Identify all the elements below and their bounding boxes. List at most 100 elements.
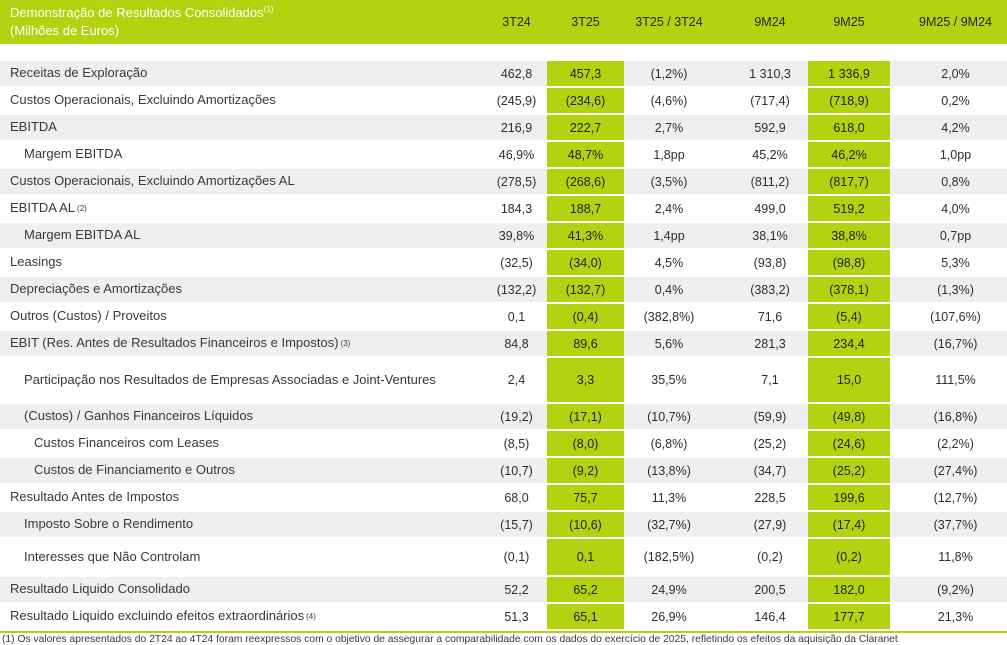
cell-3T24: (132,2) [496, 282, 537, 297]
column-header-3T25: 3T25 [571, 15, 600, 29]
cell-9M25-vs-9M24: 4,0% [941, 201, 970, 216]
cell-9M25: (817,7) [808, 169, 890, 194]
cell-9M25-vs-9M24: 111,5% [935, 373, 976, 387]
table-header: Demonstração de Resultados Consolidados(… [0, 0, 1007, 44]
table-row: EBITDA 216,9 222,7 2,7% 592,9 618,0 4,2% [0, 115, 1007, 140]
cell-9M25: 1 336,9 [808, 61, 890, 86]
footnote-ref-1: (1) [263, 5, 274, 15]
cell-9M24: 71,6 [757, 309, 783, 324]
footnote-text: (1) Os valores apresentados do 2T24 ao 4… [2, 634, 898, 645]
cell-9M25-vs-9M24: 21,3% [937, 609, 974, 624]
table-row: Leasings (32,5) (34,0) 4,5% (93,8) (98,8) 5,3% [0, 250, 1007, 275]
cell-3T24: 51,3 [504, 609, 529, 624]
table-title: Demonstração de Resultados Consolidados(… [0, 4, 468, 39]
cell-3T24: 68,0 [504, 490, 529, 505]
cell-3T25-vs-3T24: (1,2%) [650, 66, 688, 81]
table-row: Participação nos Resultados de Empresas … [0, 358, 1007, 402]
row-label: Leasings [10, 254, 63, 270]
cell-3T24: 52,2 [504, 582, 529, 597]
cell-9M25: 519,2 [808, 196, 890, 221]
table-row: Margem EBITDA 46,9% 48,7% 1,8pp 45,2% 46,2% 1,… [0, 142, 1007, 167]
cell-3T24: 2,4 [507, 373, 526, 387]
cell-3T25-vs-3T24: 35,5% [651, 373, 687, 387]
table-row: Resultado Liquido Consolidado 52,2 65,2 24,… [0, 577, 1007, 602]
column-header-9M25-vs-9M24: 9M25 / 9M24 [919, 15, 992, 29]
cell-9M24: 200,5 [754, 582, 786, 597]
cell-3T24: 0,1 [507, 309, 526, 324]
column-header-3T25-vs-3T24: 3T25 / 3T24 [635, 15, 703, 29]
row-label: Margem EBITDA AL [24, 227, 141, 243]
cell-3T25: (9,2) [547, 458, 624, 483]
cell-9M25-vs-9M24: 0,2% [941, 93, 970, 108]
cell-3T24: (15,7) [500, 517, 533, 532]
cell-3T25: (0,4) [547, 304, 624, 329]
cell-3T24: 84,8 [504, 336, 529, 351]
cell-3T25: 3,3 [547, 358, 624, 402]
cell-3T25: 0,1 [547, 539, 624, 575]
cell-9M25-vs-9M24: 0,7pp [939, 228, 972, 243]
cell-9M25-vs-9M24: (2,2%) [937, 436, 974, 451]
cell-9M25: (49,8) [808, 404, 890, 429]
table-row: Outros (Custos) / Proveitos 0,1 (0,4) (382,… [0, 304, 1007, 329]
cell-9M24: (717,4) [750, 93, 790, 108]
cell-9M25-vs-9M24: (107,6%) [930, 309, 981, 324]
cell-9M25-vs-9M24: (12,7%) [933, 490, 978, 505]
cell-3T25: (8,0) [547, 431, 624, 456]
table-row: Margem EBITDA AL 39,8% 41,3% 1,4pp 38,1% 38,8… [0, 223, 1007, 248]
table-title-line1: Demonstração de Resultados Consolidados(… [10, 4, 468, 22]
cell-3T25: 222,7 [547, 115, 624, 140]
cell-3T25: 65,2 [547, 577, 624, 602]
table-row: EBIT (Res. Antes de Resultados Financeir… [0, 331, 1007, 356]
cell-9M24: (59,9) [753, 409, 787, 424]
cell-3T25-vs-3T24: (382,8%) [643, 309, 695, 324]
cell-3T25-vs-3T24: (10,7%) [647, 409, 691, 424]
column-header-9M24: 9M24 [754, 15, 786, 29]
footnote-ref: (4) [306, 611, 316, 621]
cell-9M24: 1 310,3 [749, 66, 791, 81]
cell-3T25: 188,7 [547, 196, 624, 221]
row-label: Resultado Antes de Impostos [10, 489, 180, 505]
row-label: (Custos) / Ganhos Financeiros Líquidos [24, 408, 254, 424]
cell-9M24: (383,2) [750, 282, 790, 297]
cell-3T25: 48,7% [547, 142, 624, 167]
cell-3T25-vs-3T24: 5,6% [654, 336, 684, 351]
cell-3T25-vs-3T24: 1,4pp [653, 228, 685, 243]
cell-3T25: (132,7) [547, 277, 624, 302]
cell-9M24: 7,1 [761, 373, 779, 387]
cell-9M24: (93,8) [753, 255, 787, 270]
cell-9M25-vs-9M24: (27,4%) [933, 463, 978, 478]
row-label: Margem EBITDA [24, 146, 123, 162]
cell-3T25-vs-3T24: 26,9% [651, 609, 687, 624]
cell-9M24: 45,2% [752, 147, 788, 162]
footer-divider [0, 631, 1007, 633]
cell-9M25: 234,4 [808, 331, 890, 356]
cell-3T25: 89,6 [547, 331, 624, 356]
cell-9M25: 199,6 [808, 485, 890, 510]
cell-3T25: (17,1) [547, 404, 624, 429]
cell-9M25-vs-9M24: 4,2% [941, 120, 970, 135]
cell-3T24: 216,9 [500, 120, 533, 135]
table-row: Resultado Antes de Impostos 68,0 75,7 11,3%… [0, 485, 1007, 510]
cell-9M24: 592,9 [754, 120, 786, 135]
cell-3T25-vs-3T24: 2,4% [654, 201, 684, 216]
cell-9M24: (811,2) [750, 174, 790, 189]
table-title-text: Demonstração de Resultados Consolidados [10, 5, 264, 21]
cell-9M25-vs-9M24: 0,8% [941, 174, 970, 189]
table-body: Receitas de Exploração 462,8 457,3 (1,2%) 1 … [0, 61, 1007, 629]
row-label: EBITDA [10, 119, 57, 135]
cell-9M24: (27,9) [753, 517, 787, 532]
cell-9M25: (0,2) [808, 539, 890, 575]
table-row: Custos Operacionais, Excluindo Amortizaç… [0, 169, 1007, 194]
cell-3T25-vs-3T24: 11,3% [651, 490, 687, 505]
cell-9M25: 182,0 [808, 577, 890, 602]
cell-3T25-vs-3T24: (3,5%) [650, 174, 688, 189]
column-header-3T24: 3T24 [502, 15, 531, 29]
cell-3T24: 39,8% [498, 228, 535, 243]
table-row: (Custos) / Ganhos Financeiros Líquidos (1… [0, 404, 1007, 429]
cell-9M24: 228,5 [754, 490, 786, 505]
cell-9M25-vs-9M24: 2,0% [941, 66, 970, 81]
cell-9M25: (25,2) [808, 458, 890, 483]
cell-9M24: 281,3 [754, 336, 786, 351]
cell-3T24: (0,1) [503, 550, 530, 564]
cell-3T25-vs-3T24: (32,7%) [647, 517, 691, 532]
